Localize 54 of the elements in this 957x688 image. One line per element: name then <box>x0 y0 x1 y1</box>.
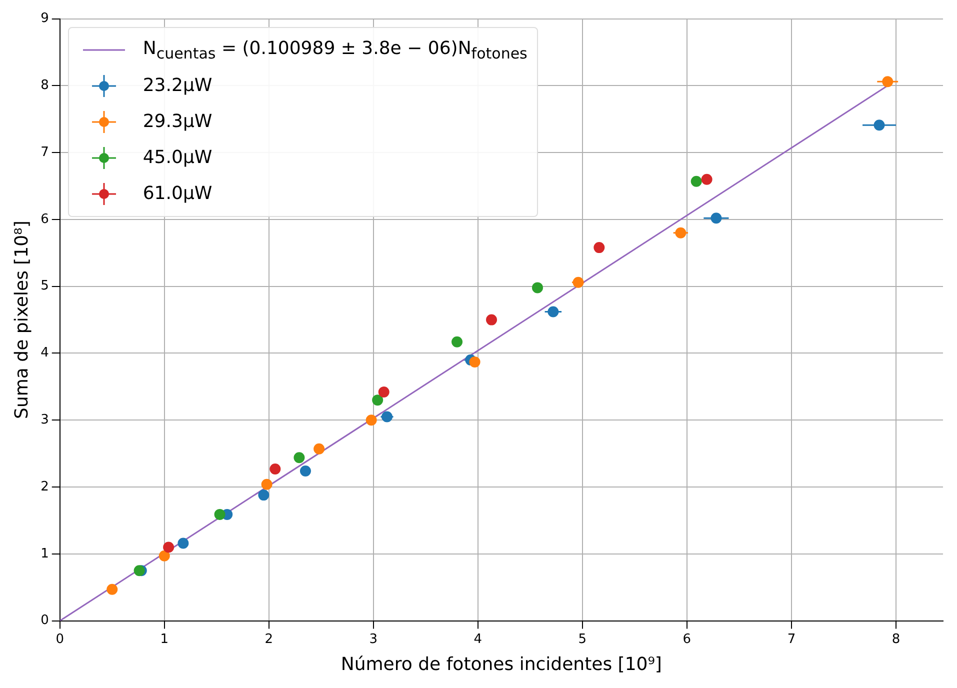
point <box>572 276 584 288</box>
point <box>314 443 325 454</box>
point <box>452 336 463 348</box>
y-tick-label: 7 <box>40 144 49 160</box>
x-tick-label: 4 <box>474 632 482 647</box>
point <box>294 452 305 464</box>
point <box>258 490 270 501</box>
point <box>261 478 272 490</box>
y-axis-title: Suma de pixeles [10⁸] <box>11 220 32 419</box>
point <box>710 212 722 224</box>
y-tick-label: 9 <box>40 11 49 26</box>
y-tick-label: 3 <box>40 412 49 428</box>
legend-label: 29.3μW <box>142 111 212 132</box>
point <box>300 465 311 476</box>
point <box>372 394 384 406</box>
point <box>594 242 605 254</box>
point <box>486 314 498 326</box>
y-tick-label: 2 <box>40 479 49 494</box>
y-tick-label: 4 <box>40 346 49 361</box>
point <box>548 306 559 318</box>
point <box>690 176 702 187</box>
y-tick-label: 5 <box>40 278 49 294</box>
x-tick-label: 1 <box>160 632 169 647</box>
y-tick-label: 8 <box>40 78 49 94</box>
point <box>106 584 118 595</box>
point <box>214 508 226 520</box>
point <box>178 538 189 549</box>
legend-label: 23.2μW <box>142 75 212 96</box>
y-tick-label: 0 <box>40 613 49 628</box>
point <box>701 174 712 185</box>
point <box>532 282 543 294</box>
point <box>675 227 686 238</box>
point <box>366 414 377 426</box>
x-tick-label: 8 <box>892 632 900 647</box>
x-tick-label: 3 <box>369 632 378 647</box>
point <box>874 120 885 131</box>
point <box>163 542 174 553</box>
x-axis-title: Número de fotones incidentes [10⁹] <box>340 654 662 675</box>
legend-label: 45.0μW <box>142 147 212 168</box>
point <box>378 386 390 398</box>
point <box>158 550 170 562</box>
x-tick-label: 7 <box>787 632 796 647</box>
x-tick-label: 0 <box>56 632 64 647</box>
point <box>469 356 480 368</box>
legend-label: 61.0μW <box>142 183 212 204</box>
y-tick-label: 6 <box>40 212 49 227</box>
legend-label: N$_{cuentas}$ = (0.100989 ± 3.8e − 06)N$_{fotones}$ <box>142 38 528 62</box>
point <box>270 463 281 474</box>
y-tick-label: 1 <box>40 546 49 562</box>
x-tick-label: 2 <box>264 632 274 647</box>
x-tick-label: 5 <box>578 632 587 647</box>
point <box>882 76 894 88</box>
point <box>381 411 392 422</box>
x-tick-label: 6 <box>682 632 692 647</box>
